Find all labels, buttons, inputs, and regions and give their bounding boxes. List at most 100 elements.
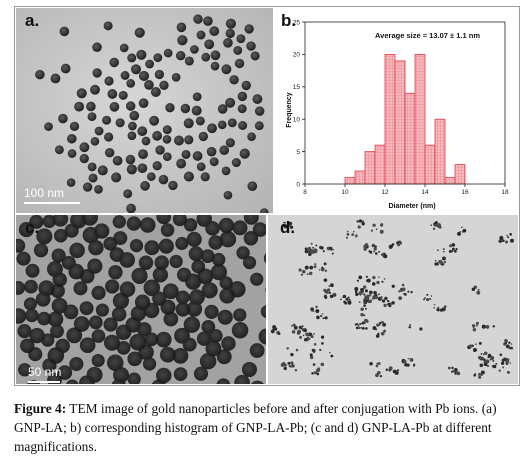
aggregate-dot [371,243,376,248]
nanoparticle [67,149,77,158]
aggregate-dot [355,326,359,330]
nanoparticle [225,97,236,108]
aggregate-dot [274,327,278,331]
aggregate-dot [426,298,430,302]
aggregate-dot [462,228,467,233]
nanoparticle [103,236,118,251]
x-tick-label: 14 [421,189,429,196]
aggregate-dot [437,223,441,228]
aggregate-dot [361,221,365,226]
nanoparticle [88,315,103,330]
aggregate-dot [364,289,368,293]
nanoparticle [152,130,163,141]
nanoparticle [217,104,228,114]
nanoparticle [51,297,68,314]
aggregate-dot [312,309,315,313]
aggregate-dot [287,361,291,365]
nanoparticle [243,215,259,225]
nanoparticle [155,145,165,155]
nanoparticle [52,272,67,287]
nanoparticle [186,301,203,317]
aggregate-dot [502,366,505,369]
aggregate-dot [323,288,327,292]
nanoparticle [159,80,169,90]
aggregate-dot [383,303,387,308]
nanoparticle [20,338,35,353]
aggregate-dot [384,297,387,300]
aggregate-dot [375,228,378,230]
aggregate-dot [367,300,371,304]
nanoparticle [118,90,128,100]
aggregate-dot [311,348,315,352]
aggregate-dot [326,246,331,251]
nanoparticle [205,221,220,236]
nanoparticle [123,189,133,199]
aggregate-dot [378,276,380,278]
tem-panel-d: d. [268,215,518,384]
nanoparticle [186,231,202,247]
nanoparticle [47,347,65,364]
nanoparticle [29,327,45,344]
aggregate-dot [365,319,369,323]
aggregate-dot [437,249,439,251]
aggregate-dot [383,254,388,259]
aggregate-dot [362,326,365,330]
aggregate-dot [471,324,475,328]
aggregate-dot [361,220,364,223]
aggregate-dot [319,314,323,318]
nanoparticle [127,53,137,63]
aggregate-dot [480,353,483,355]
nanoparticle [182,337,197,352]
aggregate-dot [372,326,377,330]
nanoparticle [183,316,201,333]
aggregate-dot [486,364,490,368]
aggregate-dot [389,244,394,249]
aggregate-dot [360,322,363,325]
aggregate-dot [299,335,302,339]
nanoparticle [152,267,169,283]
nanoparticle [68,263,85,280]
nanoparticle [69,356,84,372]
aggregate-dot [290,361,294,365]
aggregate-dot [409,323,412,327]
nanoparticle [149,115,160,126]
aggregate-dot [499,235,504,240]
aggregate-dot [439,308,444,312]
nanoparticle [249,343,265,358]
aggregate-dot [295,348,299,352]
x-tick-label: 10 [341,189,349,196]
nanoparticle [42,215,56,229]
aggregate-dot [410,290,413,294]
nanoparticle [79,375,95,384]
y-tick-label: 5 [296,149,300,156]
aggregate-dot [302,334,305,337]
nanoparticle [244,24,254,34]
nanoparticle [50,324,64,339]
aggregate-dot [291,330,296,334]
nanoparticle [225,18,236,29]
nanoparticle [18,363,32,377]
nanoparticle [196,162,206,172]
nanoparticle [144,332,159,347]
nanoparticle [130,64,142,75]
nanoparticle [168,180,178,191]
nanoparticle [90,137,100,146]
nanoparticle [175,290,190,305]
aggregate-dot [509,362,511,364]
aggregate-dot [344,301,348,305]
aggregate-dot [346,230,349,233]
nanoparticle [76,88,87,99]
aggregate-dot [454,250,457,253]
nanoparticle [246,41,256,51]
aggregate-dot [320,246,324,250]
aggregate-dot [457,371,460,374]
nanoparticle [158,238,174,254]
aggregate-dot [450,370,453,373]
y-tick-label: 10 [293,117,301,124]
nanoparticle [116,340,131,355]
aggregate-dot [389,303,392,306]
average-size-annotation: Average size = 13.07 ± 1.1 nm [375,31,480,40]
aggregate-dot [381,299,386,303]
aggregate-dot [380,331,385,336]
aggregate-dot [351,233,355,237]
